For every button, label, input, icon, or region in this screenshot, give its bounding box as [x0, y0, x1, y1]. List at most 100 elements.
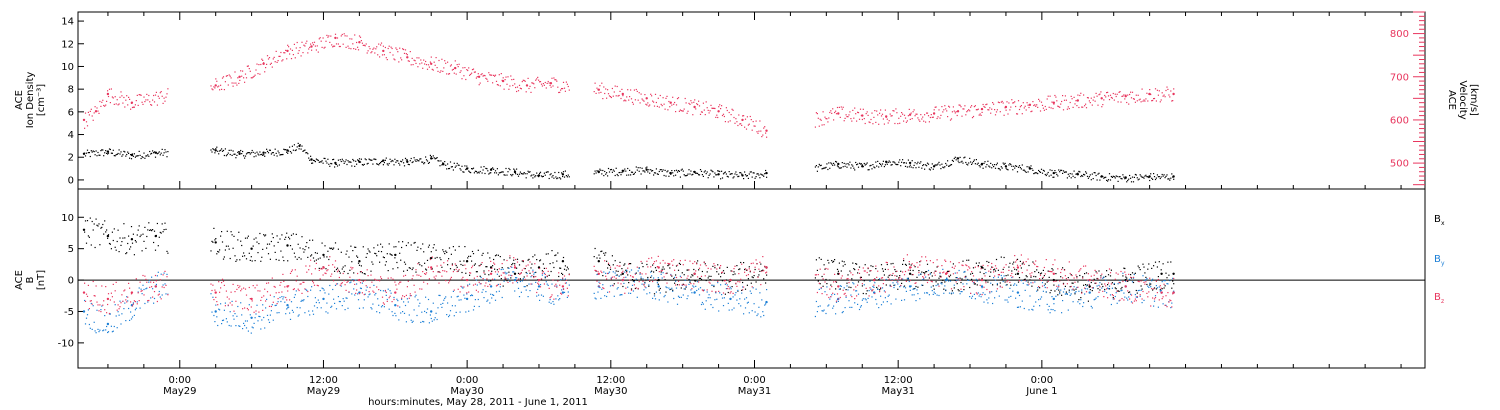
by-series-sample	[505, 273, 507, 275]
bz-series-sample	[242, 308, 244, 310]
by-series-sample	[952, 292, 954, 294]
density-series-sample	[151, 152, 153, 154]
bz-series-sample	[276, 303, 278, 305]
bx-series-sample	[440, 259, 442, 261]
bx-series-sample	[738, 268, 740, 271]
velocity-series-sample	[915, 113, 917, 115]
by-series-sample	[557, 295, 559, 297]
density-series-sample	[388, 162, 390, 165]
bx-series-sample	[556, 260, 558, 262]
density-series-sample	[99, 154, 101, 156]
velocity-series-sample	[114, 96, 116, 98]
density-series-sample	[698, 174, 701, 176]
velocity-series-sample	[635, 88, 637, 91]
bx-series-sample	[350, 245, 352, 247]
bx-series-sample	[869, 270, 871, 272]
bz-series-sample	[675, 284, 677, 286]
velocity-series-sample	[517, 90, 520, 92]
bz-series-sample	[552, 279, 554, 281]
by-series-sample	[827, 305, 829, 307]
bx-series-sample	[1144, 272, 1146, 274]
by-series-sample	[124, 302, 126, 304]
bz-series-sample	[447, 260, 449, 262]
by-series-sample	[88, 323, 90, 326]
density-series-sample	[399, 164, 401, 166]
velocity-series-sample	[438, 59, 440, 62]
bx-series-sample	[506, 280, 508, 282]
density-series-sample	[447, 163, 449, 165]
bz-series-sample	[125, 299, 127, 301]
density-series-sample	[1019, 167, 1021, 169]
density-series-sample	[278, 152, 280, 154]
by-series-sample	[544, 276, 546, 278]
bx-series-sample	[835, 281, 838, 283]
density-series-sample	[1138, 178, 1140, 180]
density-series-sample	[315, 158, 317, 160]
by-series-sample	[435, 312, 437, 314]
bz-series-sample	[498, 268, 500, 270]
bx-series-sample	[1006, 284, 1008, 286]
bz-series-sample	[662, 259, 664, 262]
by-series-sample	[308, 310, 310, 312]
density-series-point-40	[1052, 171, 1056, 175]
bx-series-sample	[1009, 262, 1011, 264]
velocity-series-sample	[1039, 110, 1042, 112]
bz-series-sample	[227, 304, 229, 306]
bx-series-sample	[469, 274, 471, 276]
density-series-sample	[482, 169, 484, 171]
density-series-sample	[142, 156, 144, 159]
velocity-series-sample	[698, 100, 700, 102]
by-series-sample	[609, 285, 612, 287]
velocity-series-sample	[1083, 94, 1085, 96]
bz-series-sample	[509, 255, 511, 257]
bz-series-sample	[687, 275, 689, 277]
velocity-series-sample	[140, 94, 142, 96]
density-series-sample	[710, 169, 712, 171]
velocity-series-sample	[869, 121, 871, 124]
density-series-sample	[496, 168, 498, 170]
legend-x: B	[1434, 214, 1441, 225]
density-series-sample	[144, 157, 146, 159]
by-series-sample	[1056, 288, 1058, 290]
velocity-series-sample	[852, 109, 854, 111]
bz-series-sample	[89, 300, 91, 302]
velocity-series-sample	[830, 110, 832, 112]
bz-series-sample	[630, 275, 632, 277]
bx-series-sample	[119, 237, 121, 239]
velocity-series-sample	[464, 67, 466, 69]
by-series-sample	[445, 296, 447, 298]
by-series-point-15	[537, 285, 541, 288]
bx-series-sample	[1049, 292, 1051, 294]
bx-series-sample	[658, 289, 660, 291]
density-series-sample	[1085, 172, 1088, 174]
bz-series-sample	[482, 278, 484, 280]
velocity-series-sample	[111, 96, 113, 98]
bx-series-sample	[1024, 278, 1026, 280]
density-series-sample	[1148, 176, 1150, 179]
by-series-sample	[693, 286, 695, 288]
bz-series-sample	[148, 299, 150, 302]
bx-series-sample	[374, 252, 376, 254]
density-series-sample	[478, 172, 480, 174]
by-series-point-7	[286, 304, 289, 307]
by-series-sample	[1105, 279, 1107, 281]
bz-series-sample	[111, 296, 113, 298]
velocity-series-sample	[110, 88, 112, 90]
density-series-sample	[443, 164, 445, 166]
bx-series-sample	[123, 223, 125, 225]
by-series-sample	[1000, 274, 1002, 277]
velocity-series-sample	[351, 38, 353, 40]
by-series-sample	[742, 286, 744, 288]
density-series-sample	[385, 157, 387, 159]
bz-series-sample	[465, 268, 467, 270]
velocity-series-sample	[621, 88, 623, 90]
velocity-series-sample	[897, 123, 899, 125]
by-series-sample	[552, 301, 554, 303]
density-series-sample	[1062, 172, 1064, 174]
density-series-sample	[693, 171, 695, 173]
by-series-sample	[284, 301, 286, 303]
by-series-sample	[275, 304, 277, 306]
velocity-series-sample	[369, 48, 371, 50]
velocity-series-sample	[996, 109, 998, 111]
by-series-sample	[558, 299, 560, 301]
